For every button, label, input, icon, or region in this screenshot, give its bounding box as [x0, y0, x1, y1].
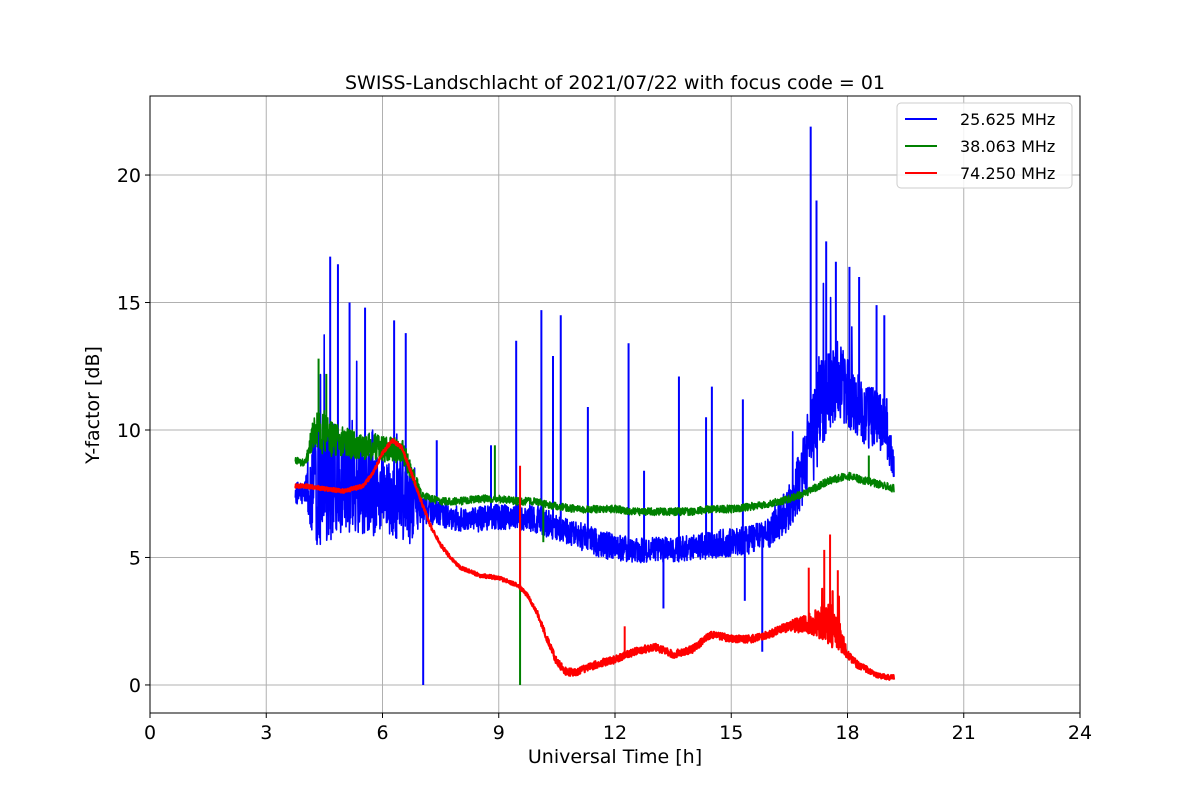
x-tick-label: 3	[260, 722, 272, 744]
legend-box	[896, 102, 1073, 189]
y-tick-label: 5	[129, 547, 141, 569]
x-axis-label: Universal Time [h]	[528, 746, 702, 768]
legend-entries: 25.625 MHz 38.063 MHz 74.250 MHz	[905, 110, 1055, 183]
series-line-1	[294, 410, 895, 517]
legend-label: 25.625 MHz	[960, 110, 1055, 129]
series-line-2	[294, 437, 896, 681]
legend: 25.625 MHz 38.063 MHz 74.250 MHz	[896, 102, 1073, 189]
x-tick-label: 18	[835, 722, 859, 744]
y-tick-label: 0	[129, 675, 141, 697]
x-tick-label: 15	[719, 722, 743, 744]
chart-title: SWISS-Landschlacht of 2021/07/22 with fo…	[345, 72, 885, 94]
x-tick-label: 9	[493, 722, 505, 744]
x-tick-label: 24	[1068, 722, 1092, 744]
legend-label: 74.250 MHz	[960, 164, 1055, 183]
y-tick-label: 15	[117, 293, 141, 315]
x-tick-label: 6	[376, 722, 388, 744]
y-tick-label: 10	[117, 420, 141, 442]
axis-ticks: 0 3 6 9 12 15 18 21 24 0 5 10 15 20	[117, 165, 1092, 744]
x-tick-label: 12	[603, 722, 627, 744]
y-tick-label: 20	[117, 165, 141, 187]
legend-label: 38.063 MHz	[960, 137, 1055, 156]
x-tick-label: 21	[952, 722, 976, 744]
y-axis-label: Y-factor [dB]	[82, 346, 104, 465]
series-layer	[294, 126, 896, 685]
x-tick-label: 0	[144, 722, 156, 744]
